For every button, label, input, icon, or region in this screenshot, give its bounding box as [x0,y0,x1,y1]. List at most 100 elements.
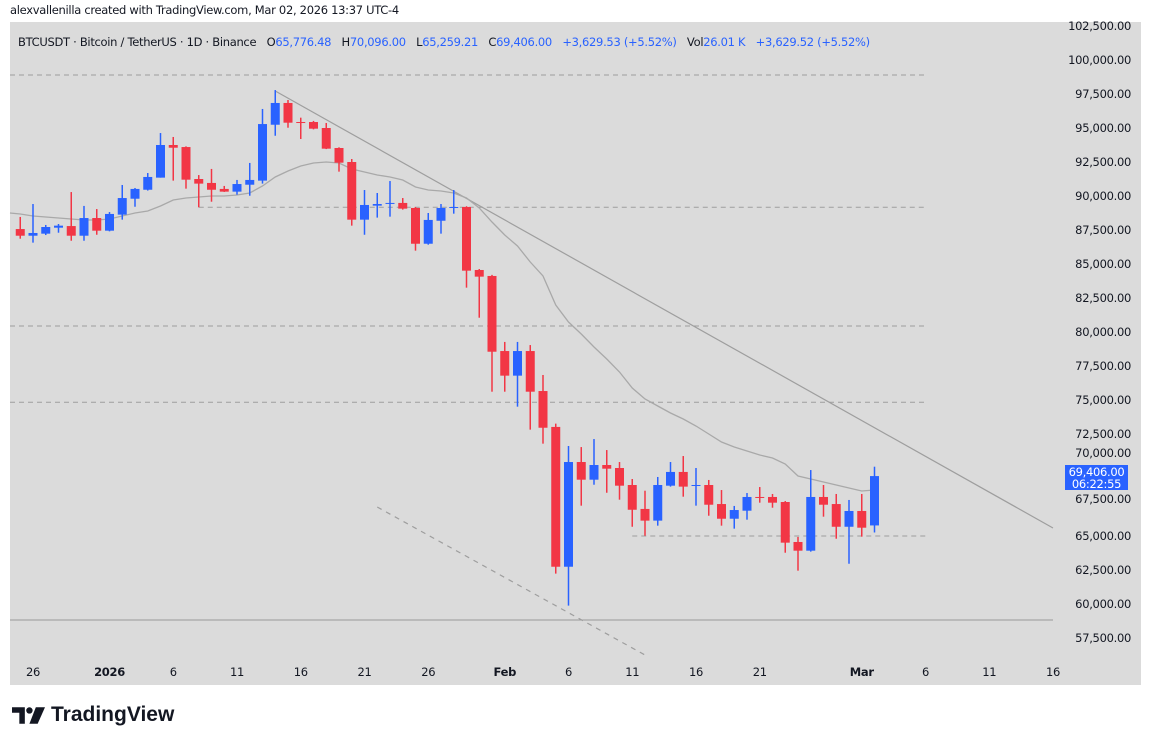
candle-2025-12-31 [92,209,102,235]
time-tick-label: 26 [421,665,435,679]
candle-body [602,465,612,469]
candle-2026-02-28 [844,499,854,564]
candle-body [156,145,165,178]
candle-body [717,504,726,519]
candle-body [194,179,204,184]
time-tick-label: 16 [294,665,308,679]
candle-2026-01-28 [449,190,459,214]
candle-2026-01-23 [385,181,395,217]
candle-2026-01-10 [219,185,229,192]
price-tick-label: 92,500.00 [1075,155,1131,169]
candle-body [615,468,624,486]
candle-2026-02-10 [615,462,624,500]
symbol-info[interactable]: BTCUSDT · Bitcoin / TetherUS · 1D · Bina… [18,35,257,49]
candle-body [334,147,344,163]
volume-change-value: +3,629.52 (+5.52%) [755,35,871,49]
candle-2026-03-01 [857,493,867,537]
symbol-legend: BTCUSDT · Bitcoin / TetherUS · 1D · Bina… [18,35,870,49]
price-tick-label: 72,500.00 [1075,427,1131,441]
candle-2026-01-03 [130,187,140,207]
low-value: 65,259.21 [422,35,479,49]
candle-body [436,207,446,221]
candle-2026-01-08 [194,175,204,208]
candle-body [105,213,114,231]
candle-body [474,269,484,277]
trendline-drawing [376,506,646,656]
price-tick-label: 60,000.00 [1075,597,1131,611]
price-tick-label: 82,500.00 [1075,291,1131,305]
last-price-label: 69,406.00 06:22:55 [1065,465,1128,490]
candle-body [360,204,369,220]
candle-body [168,145,178,148]
volume-label: Vol [686,35,704,49]
chart-panel[interactable] [10,22,1141,685]
candle-body [347,162,357,220]
candle-body [678,471,688,487]
time-tick-label: 2026 [94,665,125,679]
candle-2026-01-01 [105,212,114,232]
candle-2026-02-21 [755,487,765,503]
candle-body [372,204,382,206]
candle-2026-01-24 [398,198,408,210]
candle-body [487,275,497,352]
candle-2026-01-11 [232,179,242,195]
trendline-drawing [274,90,1054,529]
candle-body [270,102,280,125]
candle-body [117,198,127,215]
candle-2026-02-01 [500,341,510,392]
price-tick-label: 100,000.00 [1068,53,1131,67]
candle-body [525,351,535,392]
price-tick-label: 87,500.00 [1075,223,1131,237]
candle-2026-02-14 [666,462,675,487]
candle-2026-01-04 [143,173,153,191]
price-tick-label: 80,000.00 [1075,325,1131,339]
time-tick-label: 11 [625,665,639,679]
candle-2026-01-12 [245,162,255,196]
tradingview-logo[interactable]: TradingView [12,703,174,727]
candle-2026-01-02 [117,184,127,220]
candle-2025-12-30 [79,205,89,241]
price-tick-label: 77,500.00 [1075,359,1131,373]
candle-body [819,496,828,505]
candle-body [449,207,459,209]
candle-body [806,496,816,551]
candle-2026-01-25 [411,207,420,251]
candle-2026-01-30 [474,269,484,318]
candle-body [627,485,637,510]
time-tick-label: 16 [689,665,703,679]
candle-body [41,227,51,234]
candle-2026-02-26 [819,485,828,517]
candle-2025-12-28 [54,224,63,233]
candle-2026-01-05 [156,133,165,178]
time-tick-label: Mar [850,665,875,679]
candle-2026-02-20 [742,493,752,520]
candle-body [219,188,229,192]
candle-2026-02-25 [806,470,816,552]
candle-2026-02-16 [691,468,701,506]
candle-body [66,226,76,236]
time-tick-label: 6 [565,665,572,679]
time-tick-label: 16 [1046,665,1060,679]
candle-body [92,218,102,231]
price-tick-label: 90,000.00 [1075,189,1131,203]
candle-body [691,485,701,486]
candle-body [462,207,471,271]
candle-body [870,476,879,526]
candle-2026-02-22 [768,493,777,508]
candle-2026-01-20 [347,159,357,226]
candle-body [398,202,408,209]
price-tick-label: 102,500.00 [1068,19,1131,33]
candle-body [564,462,573,567]
candle-2026-02-02 [513,341,522,407]
price-tick-label: 65,000.00 [1075,529,1131,543]
time-tick-label: 6 [170,665,177,679]
candle-2026-03-02 [870,466,879,533]
candle-2026-02-18 [717,490,726,526]
candle-2026-02-09 [602,450,612,493]
candle-body [130,188,140,199]
candle-body [54,225,63,228]
price-tick-label: 85,000.00 [1075,257,1131,271]
candle-2026-01-18 [321,122,331,150]
candle-2026-02-19 [729,505,739,529]
